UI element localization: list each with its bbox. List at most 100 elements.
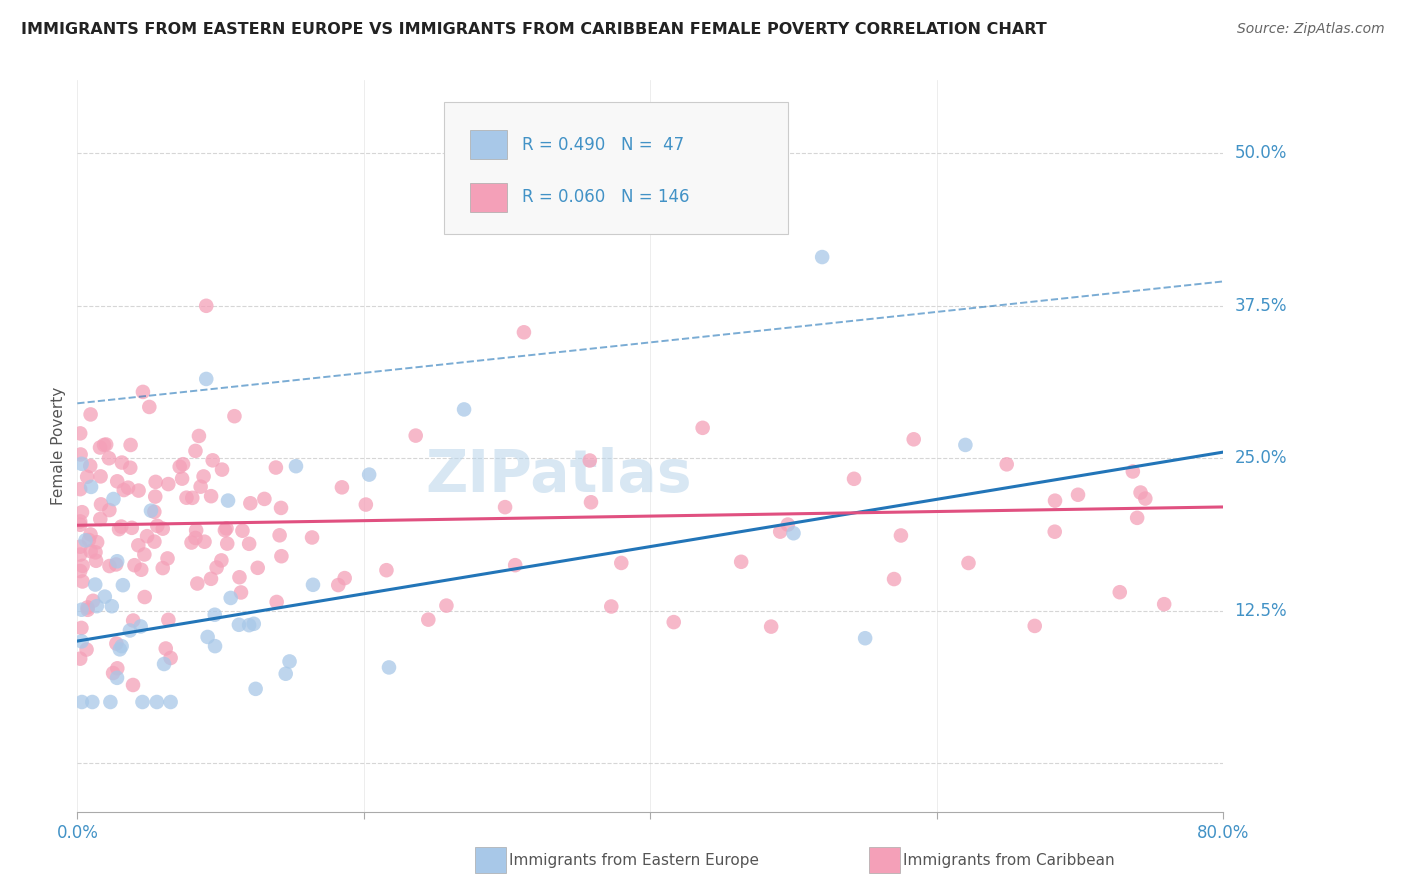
Text: Source: ZipAtlas.com: Source: ZipAtlas.com [1237, 22, 1385, 37]
Point [957, 556, 980, 570]
Point [692, 421, 714, 435]
Point [108, 522, 131, 536]
Point [136, 529, 159, 543]
Point [76, 603, 98, 617]
Point [197, 630, 219, 644]
Point [172, 457, 194, 471]
Text: 37.5%: 37.5% [1234, 297, 1286, 315]
Point [204, 639, 226, 653]
Point [129, 563, 152, 577]
Point [214, 523, 236, 537]
Point [111, 639, 134, 653]
Point [246, 561, 269, 575]
Point [224, 409, 246, 424]
Point [128, 483, 150, 498]
Point [187, 429, 209, 443]
Point [155, 641, 177, 656]
Point [1067, 488, 1090, 502]
Point [145, 475, 167, 489]
Point [156, 551, 179, 566]
Point [94, 590, 117, 604]
Point [90, 469, 112, 483]
Point [70, 634, 93, 648]
Point [1043, 493, 1066, 508]
Y-axis label: Female Poverty: Female Poverty [51, 387, 66, 505]
Point [118, 624, 141, 638]
Point [264, 460, 287, 475]
Point [152, 522, 174, 536]
Point [219, 591, 242, 605]
Text: R = 0.490   N =  47: R = 0.490 N = 47 [522, 136, 685, 153]
Point [121, 521, 143, 535]
Point [217, 536, 239, 550]
Point [84, 554, 107, 568]
Point [662, 615, 685, 629]
Point [131, 695, 153, 709]
Point [110, 519, 132, 533]
Point [76, 470, 98, 484]
Point [146, 695, 169, 709]
Point [169, 459, 191, 474]
Point [578, 453, 600, 467]
Point [86, 535, 108, 549]
Point [200, 572, 222, 586]
Point [193, 534, 215, 549]
Point [890, 528, 912, 542]
Point [79, 458, 101, 473]
Point [124, 558, 146, 573]
Point [266, 595, 288, 609]
Point [69, 426, 91, 441]
Point [759, 619, 782, 633]
Point [70, 695, 93, 709]
Point [157, 613, 180, 627]
Point [120, 438, 142, 452]
Point [76, 600, 98, 615]
Point [359, 467, 381, 482]
Point [184, 531, 207, 545]
Point [405, 428, 427, 442]
Point [228, 570, 250, 584]
Point [112, 483, 135, 497]
Point [127, 538, 149, 552]
Point [200, 489, 222, 503]
Point [69, 515, 91, 529]
Text: Immigrants from Eastern Europe: Immigrants from Eastern Europe [509, 854, 759, 868]
Point [995, 458, 1018, 472]
Point [610, 556, 633, 570]
Point [253, 491, 276, 506]
Point [105, 636, 128, 650]
Point [245, 681, 267, 696]
Point [105, 661, 128, 675]
Point [436, 599, 458, 613]
Point [1122, 465, 1144, 479]
Point [139, 503, 162, 517]
FancyBboxPatch shape [444, 103, 787, 234]
Point [180, 535, 202, 549]
Text: ZIPatlas: ZIPatlas [425, 447, 692, 504]
Point [76, 642, 98, 657]
Point [79, 408, 101, 422]
Point [72, 558, 94, 573]
Point [270, 500, 292, 515]
Point [79, 544, 101, 558]
Text: IMMIGRANTS FROM EASTERN EUROPE VS IMMIGRANTS FROM CARIBBEAN FEMALE POVERTY CORRE: IMMIGRANTS FROM EASTERN EUROPE VS IMMIGR… [21, 22, 1047, 37]
Point [782, 526, 804, 541]
Point [79, 527, 101, 541]
Point [215, 521, 238, 535]
Point [1024, 619, 1046, 633]
Point [72, 574, 94, 589]
Point [184, 443, 207, 458]
Point [842, 472, 865, 486]
Point [117, 481, 139, 495]
Point [238, 537, 260, 551]
Point [70, 603, 93, 617]
Point [955, 438, 977, 452]
Text: 25.0%: 25.0% [1234, 450, 1286, 467]
Point [354, 498, 377, 512]
Point [70, 457, 93, 471]
Point [1153, 597, 1175, 611]
Point [75, 533, 97, 548]
Point [157, 477, 180, 491]
Point [1043, 524, 1066, 539]
Point [69, 482, 91, 496]
